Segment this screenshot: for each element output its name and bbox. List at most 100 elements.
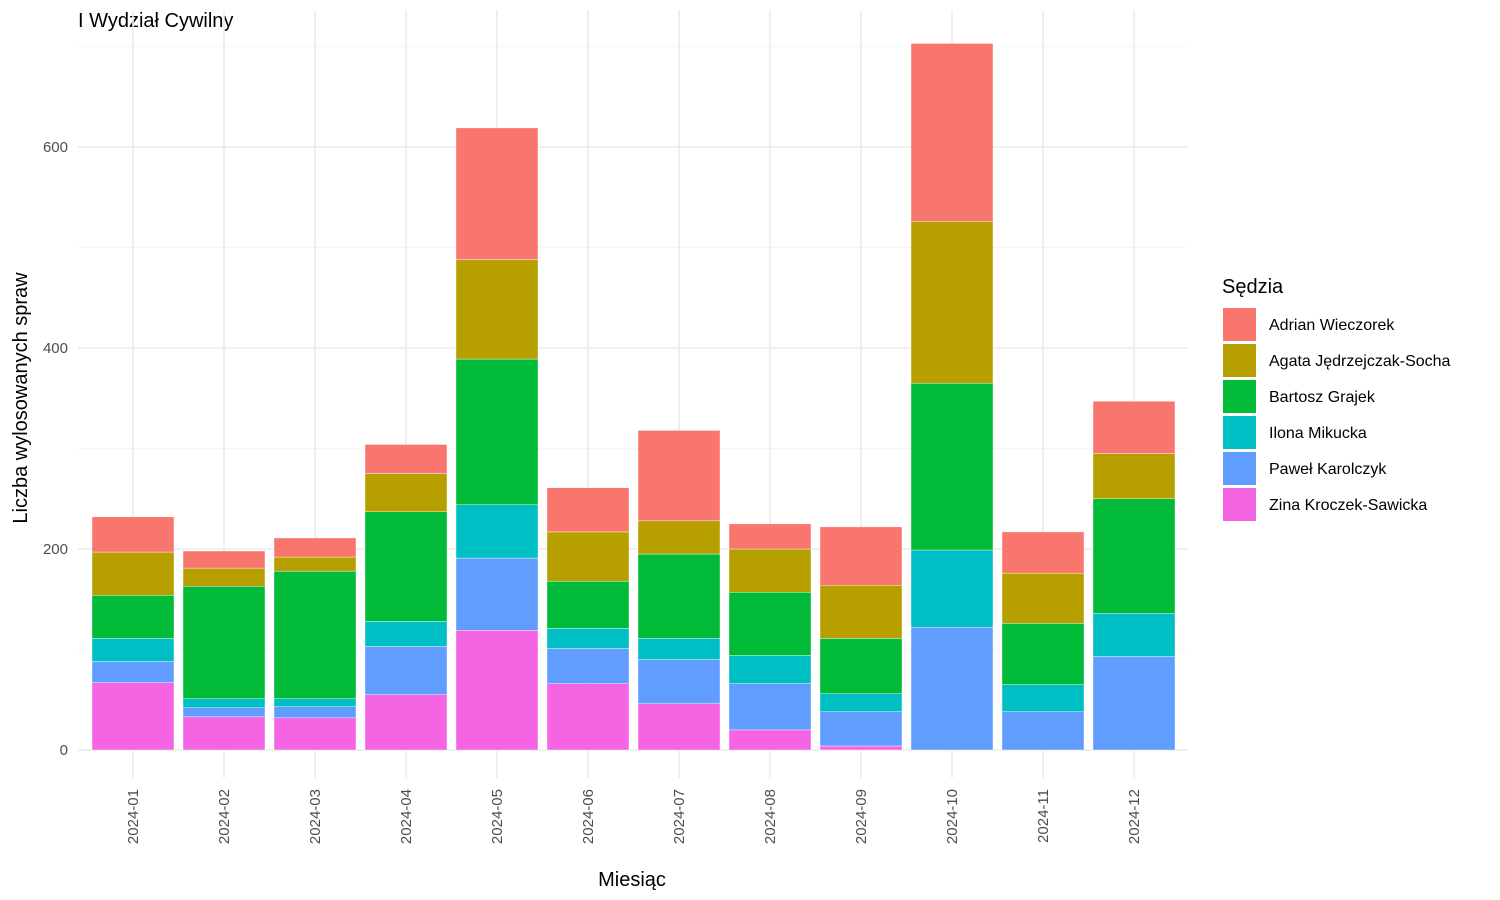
bar-segment bbox=[91, 661, 175, 683]
bar-segment bbox=[273, 706, 357, 719]
bar-segment bbox=[637, 659, 721, 704]
bar-segment bbox=[91, 516, 175, 553]
bar-segment bbox=[637, 703, 721, 751]
x-tick-label: 2024-03 bbox=[307, 789, 324, 844]
bar-segment bbox=[910, 221, 994, 384]
bar-segment bbox=[273, 717, 357, 751]
legend-label: Ilona Mikucka bbox=[1269, 425, 1367, 442]
bar-segment bbox=[182, 550, 266, 569]
x-tick-label: 2024-06 bbox=[580, 789, 597, 844]
bar-segment bbox=[728, 548, 812, 593]
x-tick-label: 2024-01 bbox=[125, 789, 142, 844]
bar-segment bbox=[455, 557, 539, 631]
legend-swatch bbox=[1223, 380, 1256, 413]
x-axis-title: Miesiąc bbox=[598, 869, 666, 891]
legend-label: Bartosz Grajek bbox=[1269, 389, 1376, 406]
legend-swatch bbox=[1223, 452, 1256, 485]
chart-title: I Wydział Cywilny bbox=[78, 10, 233, 32]
y-tick-label: 0 bbox=[60, 742, 68, 759]
x-tick-label: 2024-02 bbox=[216, 789, 233, 844]
bar-segment bbox=[728, 655, 812, 684]
x-tick-label: 2024-05 bbox=[489, 789, 506, 844]
y-axis-title: Liczba wylosowanych spraw bbox=[10, 272, 32, 524]
x-tick-label: 2024-08 bbox=[762, 789, 779, 844]
legend-swatch bbox=[1223, 308, 1256, 341]
bar-segment bbox=[91, 595, 175, 639]
bar-segment bbox=[91, 682, 175, 751]
bar-segment bbox=[546, 580, 630, 629]
bar-segment bbox=[273, 698, 357, 707]
bar-segment bbox=[182, 585, 266, 699]
bar-segment bbox=[1001, 623, 1085, 685]
x-tick-label: 2024-07 bbox=[671, 789, 688, 844]
y-tick-label: 600 bbox=[43, 139, 68, 156]
bar-segment bbox=[182, 707, 266, 718]
bar-segment bbox=[637, 520, 721, 555]
bar-segment bbox=[819, 711, 903, 747]
bar-segment bbox=[455, 630, 539, 751]
bar-segment bbox=[819, 638, 903, 694]
y-tick-label: 200 bbox=[43, 541, 68, 558]
bar-segment bbox=[546, 531, 630, 582]
bar-segment bbox=[819, 584, 903, 639]
bar-segment bbox=[910, 382, 994, 551]
bar-segment bbox=[364, 511, 448, 622]
bar-segment bbox=[364, 694, 448, 751]
bar-segment bbox=[1092, 453, 1176, 499]
x-tick-label: 2024-10 bbox=[944, 789, 961, 844]
bar-segment bbox=[455, 127, 539, 260]
bars bbox=[91, 43, 1176, 751]
bar-segment bbox=[182, 567, 266, 587]
bar-segment bbox=[455, 358, 539, 505]
bar-segment bbox=[1001, 572, 1085, 624]
bar-segment bbox=[364, 621, 448, 647]
bar-segment bbox=[1092, 498, 1176, 614]
bar-segment bbox=[728, 683, 812, 731]
bar-segment bbox=[273, 537, 357, 558]
bar-segment bbox=[455, 259, 539, 360]
bar-segment bbox=[273, 570, 357, 699]
y-tick-label: 400 bbox=[43, 340, 68, 357]
legend-swatch bbox=[1223, 488, 1256, 521]
bar-segment bbox=[728, 729, 812, 751]
x-tick-label: 2024-12 bbox=[1126, 789, 1143, 844]
y-axis-ticks: 0 200 400 600 bbox=[43, 139, 68, 759]
bar-segment bbox=[182, 716, 266, 751]
bar-segment bbox=[546, 487, 630, 533]
bar-segment bbox=[910, 43, 994, 222]
bar-segment bbox=[637, 430, 721, 522]
bar-segment bbox=[455, 504, 539, 559]
bar-segment bbox=[637, 553, 721, 639]
bar-segment bbox=[1092, 613, 1176, 657]
bar-segment bbox=[819, 526, 903, 586]
bar-segment bbox=[637, 638, 721, 660]
bar-segment bbox=[91, 638, 175, 662]
legend-label: Paweł Karolczyk bbox=[1269, 461, 1387, 478]
legend-label: Zina Kroczek-Sawicka bbox=[1269, 497, 1427, 514]
bar-segment bbox=[364, 473, 448, 513]
bar-segment bbox=[1092, 656, 1176, 751]
bar-segment bbox=[546, 628, 630, 649]
bar-segment bbox=[364, 444, 448, 474]
bar-segment bbox=[182, 698, 266, 708]
x-tick-label: 2024-04 bbox=[398, 789, 415, 844]
bar-segment bbox=[546, 648, 630, 684]
bar-segment bbox=[1001, 684, 1085, 713]
legend-swatch bbox=[1223, 416, 1256, 449]
x-tick-label: 2024-09 bbox=[853, 789, 870, 844]
bar-segment bbox=[910, 549, 994, 628]
bar-segment bbox=[819, 693, 903, 713]
bar-segment bbox=[819, 745, 903, 751]
bar-segment bbox=[910, 627, 994, 751]
bar-segment bbox=[1092, 401, 1176, 454]
bar-segment bbox=[728, 592, 812, 656]
legend-label: Adrian Wieczorek bbox=[1269, 317, 1395, 334]
bar-segment bbox=[1001, 531, 1085, 574]
x-tick-label: 2024-11 bbox=[1035, 789, 1052, 843]
bar-segment bbox=[728, 523, 812, 550]
legend-swatch bbox=[1223, 344, 1256, 377]
legend-label: Agata Jędrzejczak-Socha bbox=[1269, 353, 1451, 370]
bar-segment bbox=[1001, 711, 1085, 751]
legend: Sędzia Adrian Wieczorek Agata Jędrzejczak… bbox=[1222, 276, 1451, 521]
